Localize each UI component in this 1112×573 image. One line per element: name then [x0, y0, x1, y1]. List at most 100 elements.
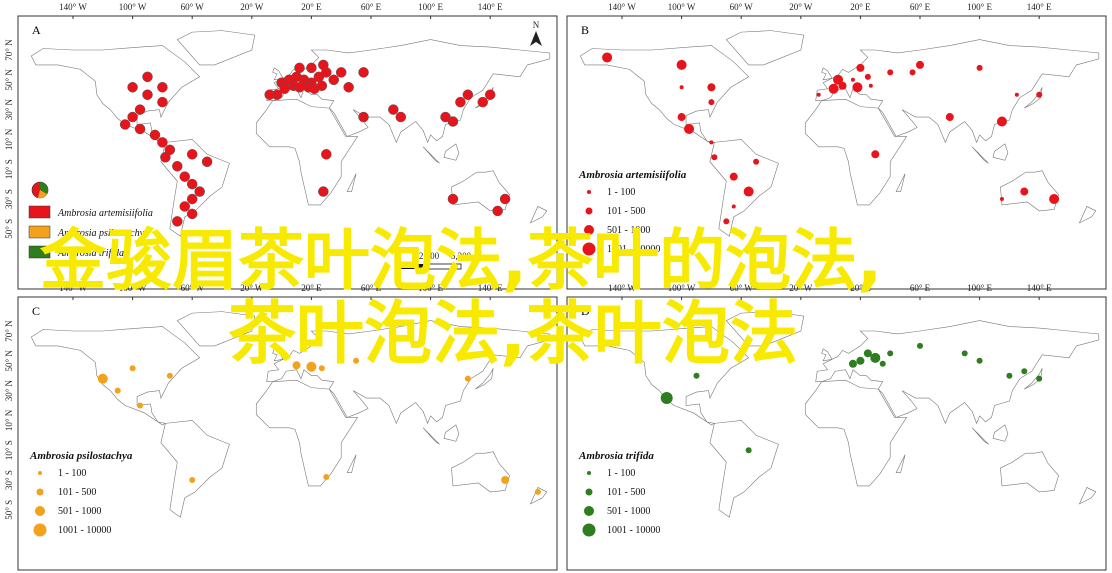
occurrence-dot [499, 193, 511, 205]
occurrence-dot [119, 119, 131, 130]
occurrence-dot [149, 129, 161, 141]
longitude-label: 20° E [850, 283, 871, 293]
map-panel: 140° W 100° W 60° W 20° W 20° E 60° E 100° E 14… [566, 283, 1107, 571]
legend-title: Ambrosia trifida [578, 450, 654, 462]
occurrence-dot [887, 69, 894, 76]
scale-label: 0 [395, 251, 400, 261]
longitude-label: 100° W [668, 283, 696, 293]
legend-dot [585, 488, 593, 496]
scale-label: 2,600 [419, 251, 440, 261]
longitude-label: 60° W [181, 2, 205, 12]
occurrence-dot [455, 96, 466, 108]
occurrence-dot [294, 62, 305, 74]
world-map [30, 30, 551, 237]
north-label: N [533, 20, 540, 30]
occurrence-dot [179, 201, 190, 212]
occurrence-dot [1006, 372, 1013, 379]
occurrence-dot [328, 74, 339, 86]
occurrence-dot [353, 357, 360, 364]
occurrence-dot [127, 82, 138, 93]
world-map [579, 30, 1100, 237]
legend-dot [584, 506, 594, 516]
occurrence-dot [358, 67, 369, 78]
longitude-label: 20° W [240, 283, 264, 293]
legend-label: 1001 - 10000 [607, 525, 660, 536]
legend-label: Ambrosia psilostachya [57, 228, 149, 239]
occurrence-dot [343, 82, 354, 93]
scale-label: 5,200 [451, 251, 472, 261]
occurrence-dot [863, 349, 872, 358]
occurrence-dot [679, 85, 684, 90]
latitude-label: 10° N [4, 409, 14, 431]
longitude-label: 20° W [240, 2, 264, 12]
occurrence-dot [856, 356, 865, 365]
latitude-label: 30° N [4, 379, 14, 401]
occurrence-dot [602, 52, 613, 63]
occurrence-dot [160, 152, 171, 163]
longitude-label: 100° E [418, 2, 443, 12]
longitude-label: 60° E [910, 283, 931, 293]
occurrence-dot [186, 208, 198, 220]
occurrence-dot [142, 71, 153, 83]
occurrence-dot [828, 83, 839, 94]
map-panel: 140° W 100° W 60° W 20° W 20° E 60° E 100° E 14… [566, 2, 1107, 290]
occurrence-dot [172, 160, 183, 172]
legend-dot [587, 471, 591, 475]
occurrence-dot [917, 342, 923, 349]
longitude-label: 100° E [967, 2, 992, 12]
legend-label: 501 - 1000 [607, 506, 650, 517]
occurrence-dot [1036, 375, 1043, 382]
longitude-label: 100° W [119, 283, 147, 293]
legend-label: 101 - 500 [607, 206, 645, 217]
legend-dot [587, 190, 591, 194]
legend-dot [582, 242, 596, 256]
occurrence-dot [134, 123, 146, 135]
legend-swatch [28, 245, 51, 259]
longitude-label: 140° E [478, 2, 503, 12]
legend-label: 1 - 100 [58, 468, 86, 479]
occurrence-dot [318, 365, 325, 372]
occurrence-dot [684, 123, 695, 134]
scale-bar [397, 264, 429, 269]
occurrence-dot [157, 137, 168, 148]
legend-title: Ambrosia artemisiifolia [578, 169, 687, 181]
north-arrow [530, 31, 542, 46]
longitude-label: 20° E [301, 283, 322, 293]
legend-label: 101 - 500 [58, 487, 96, 498]
overlay-line: 茶叶泡法,茶叶泡法 [228, 295, 798, 374]
occurrence-dot [961, 350, 968, 357]
occurrence-dot [484, 89, 496, 100]
occurrence-dot [709, 140, 714, 145]
latitude-label: 10° S [4, 159, 14, 179]
legend-dot [584, 225, 594, 235]
occurrence-dot [708, 99, 715, 106]
longitude-label: 140° E [1027, 283, 1052, 293]
longitude-label: 100° E [967, 283, 992, 293]
occurrence-dot [358, 111, 369, 123]
occurrence-dot [816, 92, 821, 97]
legend-label: 1001 - 10000 [58, 525, 111, 536]
occurrence-dot [676, 59, 687, 70]
legend-pie-slice [40, 181, 49, 194]
occurrence-dot [306, 62, 317, 74]
occurrence-dot [1036, 91, 1043, 98]
occurrence-dot [388, 104, 399, 115]
latitude-label: 30° S [4, 470, 14, 490]
latitude-label: 50° S [4, 219, 14, 239]
occurrence-dot [707, 83, 716, 92]
map-panels: 140° W 100° W 60° W 20° W 20° E 60° E 100° E 14… [4, 2, 1107, 571]
occurrence-dot [127, 111, 138, 123]
longitude-label: 60° E [910, 2, 931, 12]
panel-letter: D [581, 304, 590, 318]
longitude-label: 100° W [119, 2, 147, 12]
latitude-label: 30° N [4, 98, 14, 120]
longitude-label: 60° E [361, 283, 382, 293]
world-map [30, 311, 551, 518]
occurrence-dot [852, 82, 863, 93]
occurrence-dot [137, 402, 144, 409]
occurrence-dot [1049, 194, 1060, 204]
legend-dot [33, 523, 47, 537]
longitude-label: 140° E [478, 283, 503, 293]
panel-letter: A [32, 23, 41, 37]
